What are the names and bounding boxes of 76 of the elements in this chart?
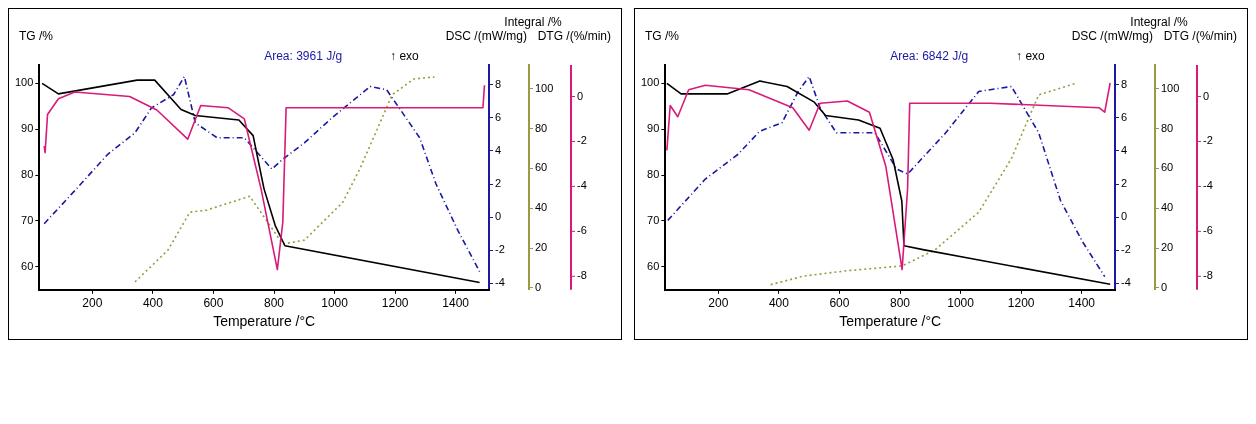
x-tick-label: 800 [890, 296, 911, 311]
x-tick-label: 200 [708, 296, 729, 311]
x-tick-label: 800 [264, 296, 285, 311]
y-axis-title: DTG /(%/min) [537, 29, 611, 44]
y2-tick-label: 0 [495, 210, 502, 223]
y-tick-label: -2 [577, 134, 587, 147]
y3-tick-label: 40 [535, 201, 548, 214]
y3-tick-label: 40 [1161, 201, 1174, 214]
x-tick-label: 200 [82, 296, 103, 311]
y2-tick-label: 6 [1121, 110, 1128, 123]
x-tick-label: 1200 [381, 296, 409, 311]
x-axis-title: Temperature /°C [839, 313, 942, 330]
y-tick-label: -8 [1203, 269, 1213, 282]
y3-tick-label: 100 [1161, 81, 1180, 94]
x-tick-label: 1000 [947, 296, 975, 311]
text: Area: 3961 J/g [264, 49, 343, 64]
x-tick-label: 600 [203, 296, 224, 311]
y3-tick-label: 80 [535, 121, 548, 134]
y-tick-label: 80 [21, 168, 34, 181]
y3-tick-label: 20 [535, 241, 548, 254]
y-tick-label: 80 [647, 168, 660, 181]
y2-axis-title: DSC /(mW/mg) [445, 29, 527, 44]
y-tick-label: 60 [21, 259, 34, 272]
y-tick-label: 100 [640, 76, 660, 89]
line-series [134, 76, 436, 283]
y-tick-label: -8 [577, 269, 587, 282]
y3-tick-label: 60 [1161, 161, 1174, 174]
y-tick-label: -2 [1203, 134, 1213, 147]
y2-tick-label: 8 [1121, 77, 1128, 90]
x-tick-label: 1200 [1007, 296, 1035, 311]
y3-axis-title: Integral /% [1130, 15, 1189, 30]
y-tick-label: 70 [21, 214, 34, 227]
text: Area: 6842 J/g [890, 49, 969, 64]
y-tick-label: 60 [647, 259, 660, 272]
y2-tick-label: 4 [495, 143, 502, 156]
y2-tick-label: 2 [495, 177, 502, 190]
y2-tick-label: 8 [495, 77, 502, 90]
y2-tick-label: -2 [495, 243, 505, 256]
text: ↑ exo [1016, 49, 1046, 64]
y2-tick-label: -4 [495, 276, 505, 289]
y2-tick-label: 2 [1121, 177, 1128, 190]
x-tick-label: 1400 [1068, 296, 1096, 311]
y2-axis-title: DSC /(mW/mg) [1071, 29, 1153, 44]
y2-tick-label: 4 [1121, 143, 1128, 156]
y3-tick-label: 20 [1161, 241, 1174, 254]
y-tick-label: 0 [577, 89, 584, 102]
y-tick-label: -4 [1203, 179, 1213, 192]
y-axis-title: DTG /(%/min) [1163, 29, 1237, 44]
x-tick-label: 400 [768, 296, 790, 311]
y-tick-label: 100 [14, 76, 34, 89]
y-axis-title: TG /% [645, 29, 680, 44]
x-tick-label: 600 [829, 296, 850, 311]
y3-tick-label: 0 [1161, 280, 1168, 293]
line-series [769, 82, 1078, 286]
y-tick-label: -4 [577, 179, 587, 192]
y-tick-label: 70 [647, 214, 660, 227]
x-tick-label: 400 [142, 296, 164, 311]
y2-tick-label: 0 [1121, 210, 1128, 223]
y3-tick-label: 100 [535, 81, 554, 94]
x-tick-label: 1400 [442, 296, 470, 311]
text: ↑ exo [390, 49, 420, 64]
x-axis-title: Temperature /°C [213, 313, 316, 330]
y3-tick-label: 60 [535, 161, 548, 174]
y-axis-title: TG /% [19, 29, 54, 44]
y2-tick-label: 6 [495, 110, 502, 123]
y-tick-label: -6 [577, 224, 587, 237]
y-tick-label: 0 [1203, 89, 1210, 102]
y-tick-label: 90 [647, 122, 660, 135]
y-tick-label: -6 [1203, 224, 1213, 237]
y2-tick-label: -2 [1121, 243, 1131, 256]
y2-tick-label: -4 [1121, 276, 1131, 289]
x-tick-label: 1000 [321, 296, 349, 311]
y3-tick-label: 0 [535, 280, 542, 293]
y-tick-label: 90 [21, 122, 34, 135]
y3-tick-label: 80 [1161, 121, 1174, 134]
y3-axis-title: Integral /% [504, 15, 563, 30]
